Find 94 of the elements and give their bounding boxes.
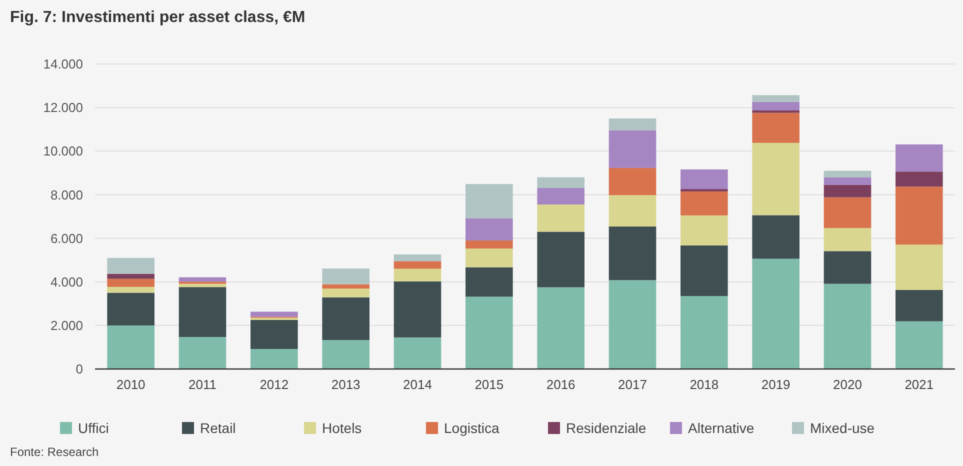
x-tick-label: 2018 (690, 377, 719, 392)
bar (752, 215, 800, 259)
x-tick-label: 2014 (403, 377, 432, 392)
bar (322, 340, 370, 369)
bar (394, 261, 442, 269)
bar (250, 320, 298, 349)
bar (394, 268, 442, 282)
bar (394, 254, 442, 262)
bar (680, 169, 728, 190)
bar (394, 337, 442, 369)
legend-label: Hotels (322, 420, 362, 436)
bar (752, 258, 800, 369)
x-tick-label: 2015 (474, 377, 504, 392)
bar (608, 226, 656, 280)
x-tick-label: 2012 (260, 377, 289, 392)
bar (752, 110, 800, 113)
bar (824, 251, 872, 284)
x-tick-label: 2019 (761, 377, 790, 392)
bar (394, 281, 442, 338)
bar (680, 191, 728, 216)
bar (537, 204, 584, 232)
bar (824, 197, 872, 228)
bar (680, 245, 728, 296)
bar (824, 284, 872, 369)
bar (322, 297, 370, 340)
bar (608, 280, 656, 369)
bar (608, 118, 656, 130)
bar (608, 130, 656, 168)
legend-label: Logistica (444, 420, 500, 436)
bar (680, 215, 728, 246)
bar (537, 232, 584, 288)
x-tick-label: 2016 (546, 377, 576, 392)
y-tick-label: 14.000 (43, 56, 83, 72)
x-tick-label: 2017 (618, 377, 647, 392)
bar (752, 95, 800, 102)
bar (466, 218, 513, 240)
legend-label: Uffici (78, 420, 109, 436)
bar (178, 287, 226, 337)
bar (466, 296, 513, 369)
bar (250, 312, 298, 317)
bar (824, 170, 872, 178)
bar (896, 186, 943, 245)
y-tick-label: 4.000 (50, 274, 83, 290)
bar (896, 172, 943, 187)
bar (178, 284, 226, 288)
bar (896, 290, 943, 322)
y-tick-label: 8.000 (50, 187, 83, 202)
x-tick-label: 2021 (904, 377, 934, 392)
bar (896, 144, 943, 172)
source-note: Fonte: Research (10, 445, 99, 459)
bar (178, 277, 226, 282)
bar (107, 258, 154, 274)
bar (178, 336, 226, 369)
bar (824, 178, 872, 185)
x-tick-label: 2011 (188, 377, 216, 392)
bar (322, 288, 370, 298)
bar (107, 325, 154, 369)
bar (107, 286, 154, 293)
y-tick-label: 12.000 (43, 100, 83, 116)
bar (752, 102, 800, 110)
y-tick-label: 10.000 (43, 144, 83, 159)
bar (537, 177, 584, 188)
y-tick-label: 0 (76, 362, 83, 377)
bar (466, 248, 513, 268)
legend-label: Retail (200, 420, 236, 436)
legend-label: Mixed-use (810, 420, 875, 436)
x-tick-label: 2010 (116, 377, 146, 392)
x-tick-label: 2020 (833, 377, 862, 392)
bar (107, 274, 154, 279)
y-tick-label: 6.000 (50, 230, 83, 246)
bar (466, 267, 513, 297)
bar (824, 184, 872, 198)
y-tick-label: 2.000 (50, 318, 83, 333)
bar (824, 228, 872, 252)
bar (752, 142, 800, 216)
bar (680, 296, 728, 369)
bar (896, 244, 943, 290)
bar (466, 184, 513, 218)
bar (608, 168, 656, 196)
bar (107, 292, 154, 326)
bar (537, 188, 584, 205)
legend-label: Residenziale (566, 420, 646, 436)
bar (537, 287, 584, 369)
bar (466, 240, 513, 249)
bar (608, 195, 656, 227)
bar (250, 348, 298, 369)
x-tick-label: 2013 (331, 377, 360, 392)
bar (896, 321, 943, 369)
bar (107, 278, 154, 287)
chart-title: Fig. 7: Investimenti per asset class, €M (10, 9, 306, 26)
bar (322, 268, 370, 284)
bar (752, 112, 800, 143)
legend-label: Alternative (688, 420, 754, 436)
bar (322, 284, 370, 289)
